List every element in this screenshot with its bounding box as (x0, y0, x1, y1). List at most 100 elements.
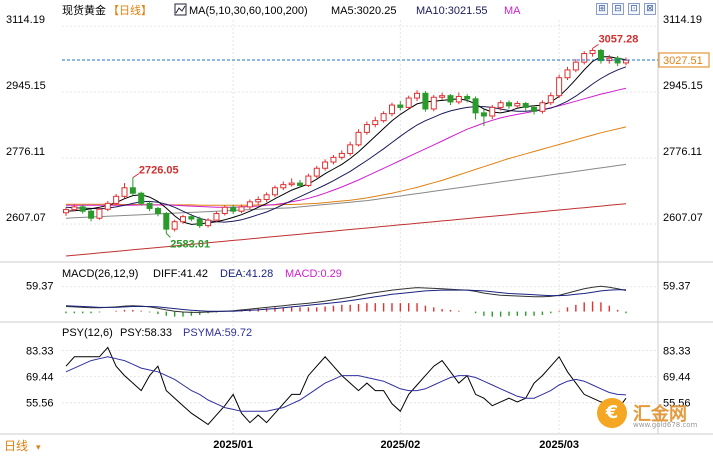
candle (623, 57, 629, 66)
candle (522, 101, 529, 111)
candle-body (271, 187, 278, 196)
candle-body (614, 57, 621, 64)
candle (347, 141, 354, 156)
candle-body (171, 221, 178, 230)
candle-body (405, 97, 412, 108)
candle-body (313, 167, 320, 177)
zoom-out-icon[interactable]: ⊟ (612, 3, 624, 15)
zoom-in-icon[interactable]: ⊞ (596, 3, 608, 15)
candle-body (472, 98, 479, 114)
candle (180, 214, 187, 224)
psy-y-tick-left: 83.33 (26, 346, 54, 358)
close-icon[interactable]: ⊠ (644, 3, 656, 15)
candle-body (255, 198, 262, 203)
candle-body (539, 102, 546, 112)
candle-body (497, 102, 504, 108)
candle-body (96, 208, 103, 219)
period-label: 【日线】 (108, 3, 152, 17)
ma10-value: MA10:3021.55 (416, 5, 488, 17)
candle (405, 95, 412, 110)
psy-value: PSY:58.33 (120, 327, 172, 339)
instrument-title: 现货黄金 (62, 3, 106, 17)
macd-hist-value: MACD:0.29 (285, 268, 342, 280)
ma200-line (65, 203, 627, 257)
x-tick-label: 2025/01 (213, 439, 253, 451)
macd-dea-value: DEA:41.28 (220, 268, 273, 280)
watermark-text: 汇金网 (633, 404, 687, 425)
candle (79, 204, 86, 214)
footer-period-label[interactable]: 日线 (4, 439, 28, 453)
footer-dropdown-icon[interactable]: ▾ (36, 442, 41, 452)
candle (154, 206, 161, 217)
candle-body (322, 161, 329, 169)
candle (380, 111, 387, 123)
annotation-layer: 3027.51 3057.28 2726.05 2583.01 (62, 33, 710, 250)
psy-line (65, 346, 627, 426)
annotation-low-label: 2583.01 (170, 238, 210, 250)
y-tick-label-right: 2607.07 (663, 212, 703, 224)
current-price-box (658, 52, 710, 68)
candle-body (372, 120, 379, 126)
macd-diff-value: DIFF:41.42 (153, 268, 208, 280)
watermark-url: www.gold678.com (633, 421, 698, 429)
candle (531, 105, 538, 115)
candle-body (196, 218, 203, 227)
candle (614, 55, 621, 67)
moving-average-layer (65, 56, 627, 257)
candle-body (63, 209, 69, 214)
candle (472, 96, 479, 120)
candle-body (397, 104, 404, 108)
candle (505, 100, 512, 109)
macd-y-tick-right: 59.37 (663, 281, 691, 293)
candle (447, 94, 454, 106)
candle-body (221, 206, 228, 215)
candle-body (213, 213, 220, 221)
y-tick-label-right: 2776.11 (663, 146, 702, 158)
psy-y-tick-right: 69.44 (663, 372, 691, 384)
candle-body (180, 216, 187, 223)
candle (455, 92, 462, 105)
candle-body (547, 95, 554, 104)
macd-params-label: MACD(26,12,9) (62, 268, 138, 280)
candle (221, 205, 228, 216)
candle-body (439, 95, 446, 98)
candle-body (414, 92, 421, 99)
candle-body (238, 206, 245, 212)
candle (414, 90, 421, 102)
candle (163, 211, 170, 234)
candle-body (79, 206, 86, 212)
candle (271, 185, 278, 198)
candle (597, 48, 604, 64)
candle-body (380, 113, 387, 122)
psy-y-tick-left: 55.56 (26, 398, 54, 410)
candle (63, 207, 69, 216)
candle (263, 192, 270, 203)
psy-layer (65, 346, 627, 426)
candle-body (589, 49, 596, 55)
candle-body (288, 182, 295, 186)
candle-body (422, 92, 429, 110)
y-tick-label-right: 2945.15 (663, 80, 703, 92)
ma5-line (65, 56, 627, 225)
ma-more-value: MA (504, 5, 521, 17)
macd-layer (65, 285, 627, 317)
fullscreen-icon[interactable]: ⊡ (628, 3, 640, 15)
candle-body (522, 102, 529, 108)
candle (581, 51, 588, 65)
psy-params-label: PSY(12,6) (62, 327, 113, 339)
candle-body (505, 102, 512, 107)
candle (322, 159, 329, 171)
candle-body (623, 59, 629, 64)
candle (430, 94, 437, 112)
candle-body (129, 187, 136, 194)
candle-body (154, 207, 161, 215)
candle (422, 91, 429, 112)
candle (129, 177, 136, 196)
candle (196, 216, 203, 228)
watermark-logo-icon: € (597, 398, 627, 428)
ma10-line (65, 66, 627, 223)
candle (313, 165, 320, 179)
candle (121, 183, 128, 199)
candle (171, 219, 178, 232)
candle-body (597, 49, 604, 62)
